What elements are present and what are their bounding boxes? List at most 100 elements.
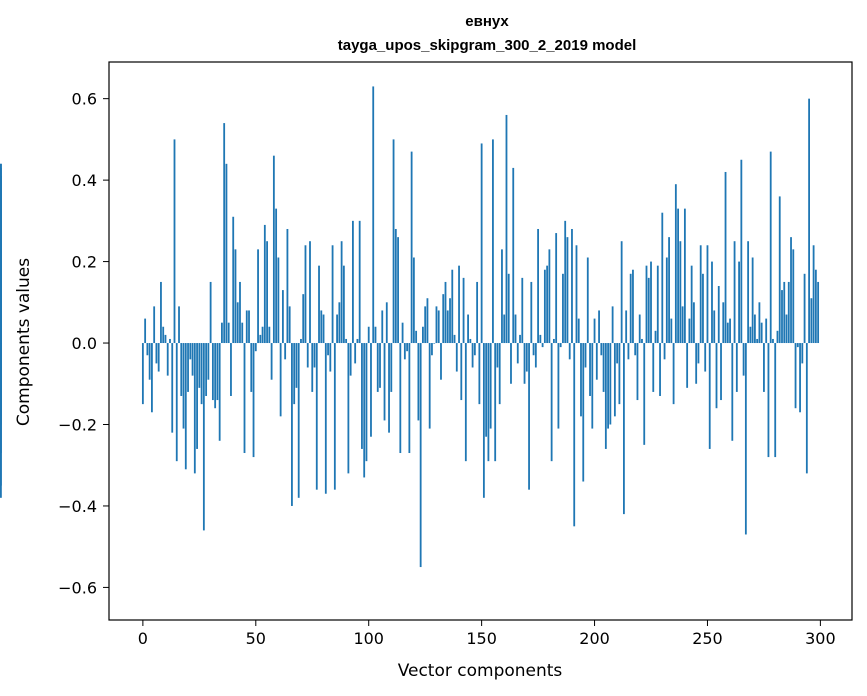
- bar-142: [462, 277, 465, 344]
- bar-136: [449, 298, 451, 344]
- bar-244: [693, 302, 695, 344]
- bar-98: [363, 343, 366, 478]
- bar-55: [266, 241, 268, 344]
- bar-245: [695, 343, 698, 384]
- bar-254: [715, 343, 718, 409]
- bar-47: [248, 310, 250, 344]
- x-tick-label-300: 300: [805, 629, 836, 648]
- bar-115: [401, 322, 404, 344]
- bar-281: [776, 330, 779, 344]
- bar-108: [385, 302, 388, 344]
- bar-284: [783, 281, 786, 344]
- bar-35: [221, 322, 223, 344]
- bar-49: [252, 343, 255, 458]
- bar-138: [453, 334, 456, 344]
- bar-112: [394, 228, 397, 344]
- bar-101: [370, 343, 372, 437]
- bar-184: [557, 343, 560, 429]
- bar-177: [541, 343, 544, 348]
- y-axis-ticks: −0.6 −0.4 −0.2 0.0 0.2 0.4 0.6: [58, 90, 109, 597]
- bar-42: [236, 302, 239, 344]
- bar-5: [153, 306, 156, 344]
- bar-52: [259, 334, 262, 344]
- bar-76: [313, 343, 316, 368]
- bar-273: [758, 302, 761, 344]
- bar-277: [767, 343, 770, 458]
- bar-6: [155, 343, 158, 364]
- bar-232: [665, 257, 668, 344]
- bar-7: [157, 343, 160, 372]
- x-axis-label: Vector components: [398, 661, 563, 681]
- bar-151: [482, 343, 485, 498]
- bar-63: [284, 343, 287, 360]
- bar-215: [627, 343, 630, 360]
- bar-181: [550, 343, 553, 462]
- bar-78: [318, 265, 320, 344]
- bar-241: [686, 343, 689, 388]
- bar-182: [552, 338, 555, 344]
- bar-12: [169, 338, 171, 344]
- bar-74: [309, 241, 311, 344]
- bar-259: [726, 322, 729, 344]
- bar-135: [446, 310, 449, 344]
- bar-34: [218, 343, 221, 441]
- bar-73: [306, 343, 309, 368]
- bar-200: [593, 318, 596, 344]
- y-tick-label-0: −0.6: [58, 578, 97, 597]
- bar-84: [331, 245, 334, 344]
- bar-268: [747, 241, 750, 344]
- bar-137: [451, 269, 454, 344]
- bar-293: [803, 273, 806, 344]
- bar-124: [422, 326, 424, 344]
- bar-113: [397, 237, 399, 344]
- bar-14: [173, 139, 176, 344]
- bar-247: [699, 245, 702, 344]
- bar-25: [198, 343, 201, 388]
- bar-54: [263, 224, 266, 344]
- bar-167: [519, 334, 521, 344]
- bar-269: [749, 326, 752, 344]
- bar-189: [568, 343, 571, 360]
- bar-299: [817, 281, 820, 344]
- bar-174: [534, 343, 537, 368]
- bar-96: [358, 220, 361, 344]
- bar-265: [740, 159, 743, 344]
- bar-298: [814, 269, 817, 344]
- bar-9: [162, 326, 165, 344]
- bar-145: [469, 338, 472, 344]
- bar-22: [191, 343, 194, 376]
- y-tick-label-1: −0.4: [58, 497, 97, 516]
- y-axis-label: Components values: [14, 258, 34, 426]
- bar-275: [763, 343, 765, 392]
- bar-90: [345, 338, 348, 344]
- bar-114: [399, 343, 402, 454]
- bar-218: [634, 343, 637, 356]
- bar-242: [688, 318, 691, 344]
- bar-166: [516, 343, 519, 364]
- bar-287: [790, 237, 792, 344]
- bar-175: [537, 228, 539, 344]
- x-axis-ticks: 0 50 100 150 200 250 300: [138, 620, 836, 648]
- bar-206: [607, 343, 609, 429]
- bar-180: [548, 249, 551, 344]
- x-tick-label-0: 0: [138, 629, 148, 648]
- bar-158: [498, 343, 501, 405]
- bar-19: [184, 343, 187, 470]
- bar-157: [496, 343, 499, 368]
- bar-230: [661, 212, 664, 344]
- bar-267: [744, 343, 747, 535]
- bar-undefined: [0, 343, 2, 368]
- bar-179: [546, 265, 549, 344]
- bar-202: [598, 310, 600, 344]
- bar-253: [713, 310, 716, 344]
- bar-210: [616, 343, 619, 364]
- bar-296: [810, 298, 813, 344]
- bar-2: [146, 343, 149, 356]
- bar-216: [629, 273, 632, 344]
- bar-51: [257, 249, 259, 344]
- bar-94: [354, 343, 357, 364]
- bar-195: [582, 343, 585, 482]
- bar-107: [383, 343, 386, 421]
- bar-122: [417, 343, 420, 421]
- bar-128: [431, 343, 433, 356]
